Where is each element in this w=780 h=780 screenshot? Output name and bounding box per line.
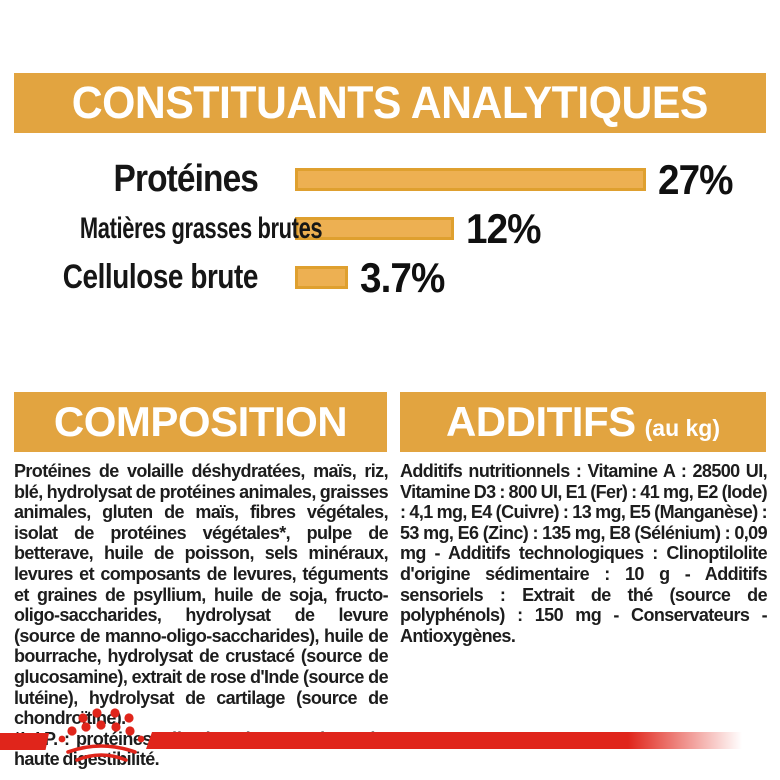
- bar: [295, 266, 348, 289]
- chart-row: Matières grasses brutes 12%: [14, 204, 766, 253]
- additifs-unit-label: (au kg): [644, 415, 721, 441]
- royal-canin-crown-icon: [58, 708, 145, 762]
- composition-title: COMPOSITION: [53, 398, 348, 445]
- bar-zone: 3.7%: [295, 254, 452, 302]
- bar: [295, 168, 646, 191]
- header-band: CONSTITUANTS ANALYTIQUES: [14, 73, 766, 133]
- bar-label: Matières grasses brutes: [79, 211, 323, 245]
- additifs-header-band: ADDITIFS (au kg): [400, 392, 766, 452]
- analytical-constituents-chart: Protéines 27% Matières grasses brutes 12% Ce…: [14, 155, 766, 302]
- chart-row: Cellulose brute 3.7%: [14, 253, 766, 302]
- additifs-text: Additifs nutritionnels : Vitamine A : 28…: [400, 461, 768, 646]
- composition-text: Protéines de volaille déshydratées, maïs…: [14, 461, 389, 729]
- bar-value: 27%: [658, 155, 733, 203]
- additifs-body: Additifs nutritionnels : Vitamine A : 28…: [400, 461, 768, 646]
- composition-body: Protéines de volaille déshydratées, maïs…: [14, 461, 389, 770]
- bar-label: Protéines: [113, 158, 259, 200]
- additifs-title: ADDITIFS: [445, 398, 636, 445]
- bar: [295, 217, 454, 240]
- bar-zone: 27%: [295, 156, 739, 204]
- chart-row: Protéines 27%: [14, 155, 766, 204]
- bar-value: 12%: [466, 204, 541, 252]
- brand-ribbon-right: [146, 732, 780, 749]
- bar-value: 3.7%: [360, 253, 445, 301]
- bar-label: Cellulose brute: [62, 258, 259, 296]
- page-title: CONSTITUANTS ANALYTIQUES: [71, 77, 709, 128]
- bar-zone: 12%: [295, 205, 547, 253]
- brand-ribbon-left: [0, 733, 49, 750]
- composition-header-band: COMPOSITION: [14, 392, 387, 452]
